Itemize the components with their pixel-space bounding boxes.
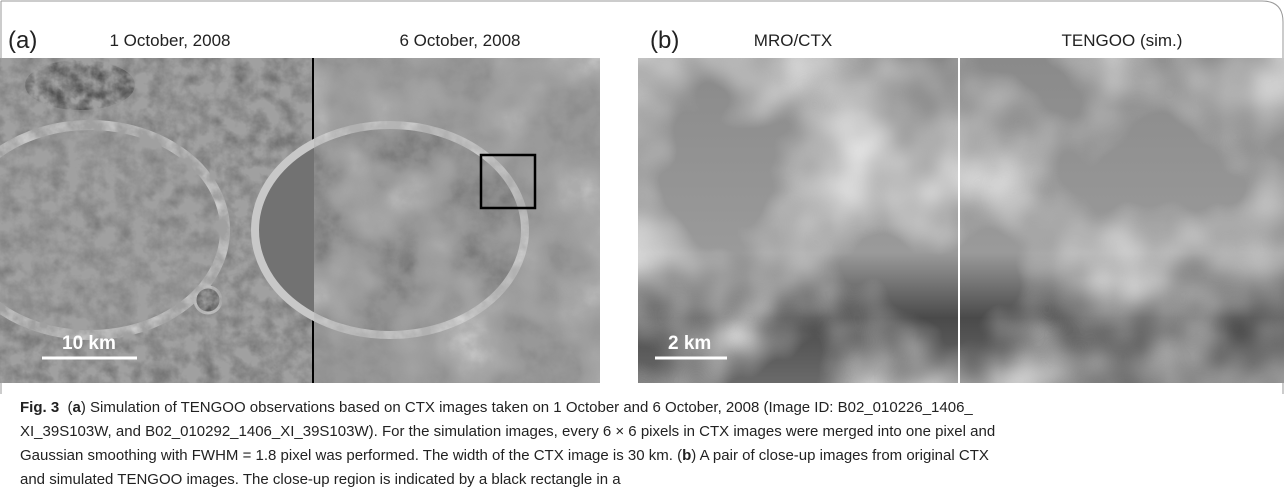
scale-label: 2 km xyxy=(668,333,711,354)
caption-run: b xyxy=(682,447,692,464)
caption-line: XI_39S103W, and B02_010292_1406_XI_39S10… xyxy=(20,420,995,444)
panel-title: 6 October, 2008 xyxy=(400,31,521,50)
panel-title: 1 October, 2008 xyxy=(110,31,231,50)
caption-run: a xyxy=(72,399,81,416)
panel-title: MRO/CTX xyxy=(754,31,832,50)
frame xyxy=(1,0,1284,394)
caption: Fig. 3 (a) Simulation of TENGOO observat… xyxy=(20,396,995,492)
image-b2 xyxy=(960,58,1284,383)
closeup-box xyxy=(479,153,537,210)
caption-run: Gaussian smoothing with FWHM = 1.8 pixel… xyxy=(20,447,683,464)
panel-title: TENGOO (sim.) xyxy=(1062,31,1183,50)
caption-run: ) Simulation of TENGOO observations base… xyxy=(80,399,973,416)
figure: 10 km 2 km (a) 1 October, 2008 6 October… xyxy=(0,0,1284,394)
caption-line: Gaussian smoothing with FWHM = 1.8 pixel… xyxy=(20,444,995,468)
image-b1 xyxy=(638,58,958,383)
panel-label: (b) xyxy=(650,27,679,54)
scale-label: 10 km xyxy=(62,333,116,354)
caption-run: Fig. 3 xyxy=(20,399,60,416)
caption-line: and simulated TENGOO images. The close-u… xyxy=(20,468,995,492)
caption-run: XI_39S103W, and B02_010292_1406_XI_39S10… xyxy=(20,423,996,440)
caption-line: Fig. 3 (a) Simulation of TENGOO observat… xyxy=(20,396,995,420)
caption-run: and simulated TENGOO images. The close-u… xyxy=(20,471,621,488)
caption-run: ) A pair of close-up images from origina… xyxy=(691,447,989,464)
caption-run: ( xyxy=(59,399,73,416)
image-a2 xyxy=(251,58,600,383)
panel-label: (a) xyxy=(8,27,37,54)
